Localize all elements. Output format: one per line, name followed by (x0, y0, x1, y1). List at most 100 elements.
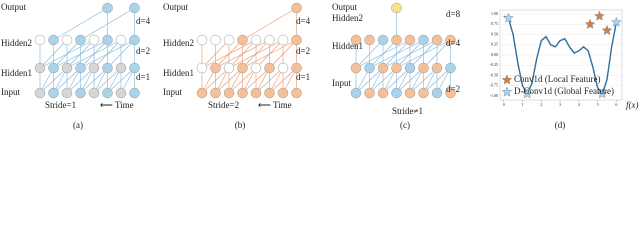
dilation-label: d=2 (446, 84, 460, 94)
connection (269, 67, 297, 94)
node (377, 87, 389, 99)
x-tick-label: 6 (615, 102, 617, 107)
dilation-label: d=2 (136, 46, 150, 56)
star-marker (584, 18, 596, 29)
node (210, 34, 221, 46)
node (210, 87, 221, 99)
node (264, 87, 275, 99)
connection (39, 67, 68, 94)
node (196, 62, 208, 74)
node (75, 34, 86, 46)
layer-label: Hidden1 (163, 68, 194, 78)
connection (382, 39, 438, 69)
node (391, 2, 402, 14)
node (223, 62, 235, 74)
connection (93, 67, 122, 94)
node (350, 62, 362, 74)
connection (228, 39, 284, 69)
dilation-label: d=4 (446, 38, 461, 48)
legend-marker (501, 74, 513, 85)
connection (369, 67, 397, 94)
node (75, 62, 86, 74)
node (404, 34, 416, 46)
x-tick-label: 5 (597, 102, 599, 107)
connection (396, 39, 451, 69)
connection (423, 39, 451, 69)
node (377, 62, 389, 74)
figure: OutputHidden2Hidden1Inputd=4d=2d=1Stride… (1, 2, 639, 130)
y-tick-label: 0.75 (491, 21, 498, 26)
star-marker (597, 88, 608, 99)
dilation-label: d=4 (296, 16, 311, 26)
node (277, 34, 289, 46)
legend-label: D-Conv1d (Global Feature) (514, 86, 614, 96)
node (129, 2, 140, 14)
node (129, 62, 140, 74)
node (291, 62, 302, 74)
x-tick-label: 0 (503, 102, 505, 107)
node (88, 34, 100, 46)
node (115, 87, 127, 99)
node (350, 34, 362, 46)
node (196, 34, 208, 46)
connection (242, 39, 297, 69)
connection (66, 39, 122, 69)
node (61, 34, 73, 46)
panel-caption: (b) (235, 120, 246, 130)
panel-caption: (d) (555, 120, 566, 130)
connection (215, 67, 243, 94)
connection (242, 67, 270, 94)
node (391, 62, 402, 74)
x-tick-label: 2 (540, 102, 542, 107)
connection (53, 67, 81, 94)
node (237, 62, 248, 74)
connection (355, 39, 384, 69)
node (250, 34, 262, 46)
y-tick-label: -1.00 (490, 93, 498, 98)
connection (409, 67, 438, 94)
time-label: ⟵ Time (100, 100, 134, 110)
node (237, 34, 248, 46)
node (34, 34, 46, 46)
connection (80, 67, 108, 94)
dilation-label: d=4 (136, 16, 151, 26)
node (364, 34, 375, 46)
connection (355, 67, 384, 94)
star-marker (611, 16, 622, 27)
y-tick-label: -0.50 (490, 72, 498, 77)
layer-label: Hidden1 (1, 68, 32, 78)
stride-label: Stride≠1 (392, 106, 423, 116)
curve (503, 15, 618, 96)
connection (201, 39, 257, 69)
y-tick-label: 0.50 (491, 31, 498, 36)
star-marker (594, 10, 605, 21)
node (364, 62, 375, 74)
node (264, 34, 275, 46)
node (210, 62, 221, 74)
node (418, 34, 429, 46)
layer-label: Hidden2 (163, 38, 194, 48)
node (75, 87, 86, 99)
y-tick-label: -0.75 (490, 83, 498, 88)
connection (80, 39, 135, 69)
dilation-label: d=1 (296, 72, 310, 82)
node (102, 34, 113, 46)
x-axis-label: f(x) (626, 100, 639, 110)
node (115, 34, 127, 46)
diagram-panel: Output Hidden2 Hidden1 Input d=4 d=2 d=1 Stride… (163, 2, 311, 130)
node (277, 87, 289, 99)
connection (355, 39, 411, 69)
layer-label: Hidden2 (1, 38, 32, 48)
connection (80, 7, 135, 41)
connection (107, 39, 135, 69)
panel-caption: (c) (400, 120, 410, 130)
connection (228, 67, 257, 94)
connection (242, 7, 297, 41)
node (291, 87, 302, 99)
time-label: ⟵ Time (258, 100, 292, 110)
node (48, 87, 59, 99)
layer-label: Input (163, 87, 182, 97)
connection (382, 67, 411, 94)
connection (201, 39, 230, 69)
